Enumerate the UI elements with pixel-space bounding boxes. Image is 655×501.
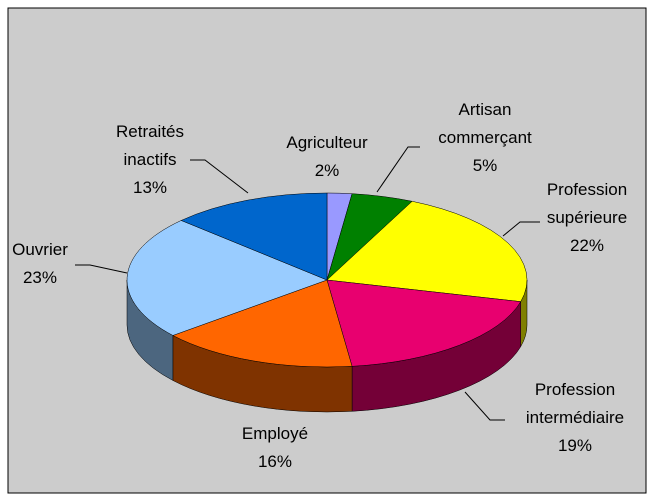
category-label: Ouvrier [12, 240, 68, 259]
value-label: 5% [472, 156, 498, 175]
value-label: 23% [22, 268, 58, 287]
pie-tops [126, 192, 528, 368]
slice-label: Profession supérieure 22% [547, 176, 627, 260]
leader-line [464, 391, 505, 421]
category-label: Profession supérieure [546, 180, 628, 227]
value-label: 22% [569, 236, 605, 255]
category-label: Artisan commerçant [438, 100, 532, 147]
category-label: Profession intermédiaire [525, 380, 625, 427]
value-label: 19% [557, 436, 593, 455]
slice-label: Artisan commerçant 5% [438, 96, 532, 180]
leader-line [502, 221, 540, 237]
slice-label: Retraités inactifs 13% [116, 118, 184, 202]
slice-label: Ouvrier 23% [12, 236, 68, 292]
leader-line [75, 264, 128, 274]
slice-label: Profession intermédiaire 19% [526, 376, 624, 460]
category-label: Agriculteur [286, 133, 368, 152]
slice [126, 220, 328, 336]
category-label: Retraités inactifs [115, 122, 185, 169]
slice-label: Employé 16% [242, 420, 308, 476]
slice-label: Agriculteur 2% [286, 129, 367, 185]
value-label: 13% [132, 178, 168, 197]
slice [326, 279, 522, 367]
value-label: 2% [314, 161, 340, 180]
slice [326, 201, 528, 302]
slice [172, 279, 353, 368]
category-label: Employé [241, 424, 309, 443]
leader-line [190, 159, 249, 194]
leader-lines [75, 146, 540, 421]
value-label: 16% [257, 452, 293, 471]
leader-line [376, 146, 420, 193]
slice [180, 192, 328, 281]
